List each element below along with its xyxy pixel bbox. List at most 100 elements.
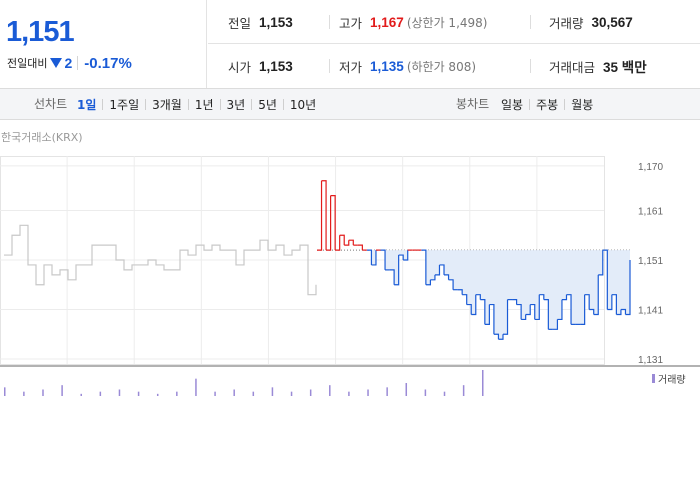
price-line-segment	[335, 235, 341, 251]
line-chart-tabs: 1일 1주일 3개월 1년 3년 5년 10년	[71, 89, 322, 119]
tab-line-period-2[interactable]: 3개월	[152, 97, 182, 112]
price-line-segment	[457, 289, 463, 295]
candle-chart-tabs: 일봉 주봉 월봉	[495, 89, 599, 119]
stat-label: 시가	[228, 59, 252, 75]
volume-bar	[482, 370, 484, 396]
volume-bar	[290, 391, 293, 396]
price-line-segment	[493, 333, 500, 340]
candle-chart-title: 봉차트	[456, 97, 490, 111]
change-row: 전일대비 2 -0.17%	[7, 54, 132, 72]
y-tick-label: 1,151	[638, 256, 663, 267]
price-line-segment	[598, 250, 604, 276]
exchange-label: 한국거래소(KRX)	[1, 131, 83, 144]
change-label: 전일대비	[7, 57, 48, 70]
stat-label: 거래대금	[549, 59, 596, 75]
price-line-segment	[502, 299, 509, 335]
price-line-segment	[512, 299, 518, 305]
stat-sub: (상한가 1,498)	[406, 15, 488, 30]
price-line-segment	[521, 314, 527, 321]
price-line-segment	[557, 299, 563, 321]
y-tick-label: 1,141	[638, 306, 663, 317]
change-value: 2	[64, 55, 73, 71]
price-line-segment	[330, 195, 336, 251]
tab-line-period-3[interactable]: 1년	[194, 97, 214, 112]
price-line-segment	[380, 249, 386, 270]
stat-label: 전일	[228, 15, 252, 31]
divider	[530, 59, 531, 73]
volume-bar	[118, 389, 121, 396]
tab-line-period-4[interactable]: 3년	[226, 97, 246, 112]
price-line-segment	[475, 294, 481, 300]
volume-bar	[443, 391, 446, 396]
tab-candle-period-2[interactable]: 월봉	[571, 97, 594, 112]
price-line-segment	[552, 319, 559, 330]
tab-candle-period-1[interactable]: 주봉	[536, 97, 559, 112]
volume-bar	[348, 391, 350, 396]
price-line-segment	[625, 260, 631, 316]
price-line-segment	[326, 195, 332, 251]
stats-row: 전일 1,153 고가 1,167 (상한가 1,498) 거래량 30,567	[208, 0, 700, 44]
price-line-segment	[434, 264, 441, 276]
tab-line-period-1[interactable]: 1주일	[109, 97, 140, 112]
volume-bar	[195, 378, 197, 396]
volume-bar	[424, 389, 427, 396]
price-line-segment	[561, 294, 568, 301]
divider	[329, 15, 330, 29]
divider	[530, 15, 531, 29]
divider	[329, 59, 330, 73]
stat-value: 1,153	[259, 14, 293, 30]
tab-candle-period-0[interactable]: 일봉	[501, 97, 524, 112]
volume-bar	[329, 385, 331, 396]
price-line-segment	[593, 274, 599, 316]
price-line-segment	[366, 249, 373, 265]
stat-open: 시가 1,153	[228, 44, 293, 88]
tab-divider	[187, 98, 189, 110]
volume-bar	[252, 391, 255, 396]
price-line-segment	[525, 304, 531, 316]
price-line-segment	[462, 294, 468, 305]
tab-line-period-6[interactable]: 10년	[289, 97, 317, 112]
volume-bar	[61, 385, 63, 396]
price-line-segment	[589, 308, 595, 315]
price-box: 1,151 전일대비 2 -0.17%	[0, 0, 207, 88]
price-line-segment	[607, 294, 613, 311]
line-chart-title: 선차트	[34, 97, 68, 111]
price-line-segment	[430, 274, 436, 281]
price-line-segment	[543, 299, 549, 330]
volume-bar	[386, 387, 388, 396]
price-line-segment	[471, 294, 477, 316]
y-tick-label: 1,161	[638, 206, 663, 217]
price-line-segment	[616, 309, 622, 316]
down-triangle-icon	[50, 58, 63, 68]
stat-value: 1,135	[370, 58, 404, 74]
stat-sub: (하한가 808)	[406, 59, 477, 74]
price-line-segment	[466, 303, 472, 315]
volume-bar	[405, 383, 408, 396]
price-line-segment	[566, 294, 572, 325]
chart-svg: 1,170 1,161 1,151 1,141 1,131	[0, 156, 700, 396]
stat-high: 고가 1,167 (상한가 1,498)	[339, 0, 487, 44]
price-line-segment	[344, 240, 350, 246]
current-price: 1,151	[6, 16, 75, 48]
tab-divider	[282, 98, 284, 110]
stats-row: 시가 1,153 저가 1,135 (하한가 808) 거래대금 35 백만	[208, 44, 700, 88]
price-line-segment	[480, 299, 486, 325]
price-line-segment	[394, 255, 400, 286]
tab-divider	[564, 98, 566, 110]
stat-value: 30,567	[591, 14, 633, 30]
volume-bar	[156, 393, 159, 396]
volume-bar	[137, 391, 140, 396]
stat-prev-close: 전일 1,153	[228, 0, 293, 44]
price-line-segment	[371, 250, 377, 266]
tab-line-period-5[interactable]: 5년	[258, 97, 277, 112]
price-line-segment	[498, 334, 504, 340]
stat-label: 저가	[339, 59, 363, 75]
stat-value: 1,153	[259, 58, 293, 74]
tab-line-period-0[interactable]: 1일	[77, 97, 97, 112]
volume-bar	[4, 387, 6, 396]
price-line-segment	[620, 308, 627, 315]
price-line-segment	[439, 264, 445, 275]
price-chart: 1,170 1,161 1,151 1,141 1,131 한국거래소(KRX) 거래량	[0, 120, 700, 396]
quote-panel: 1,151 전일대비 2 -0.17% 전일 1,153 고가 1,167 (상…	[0, 0, 700, 88]
stat-trade-amount: 거래대금 35 백만	[549, 44, 647, 88]
